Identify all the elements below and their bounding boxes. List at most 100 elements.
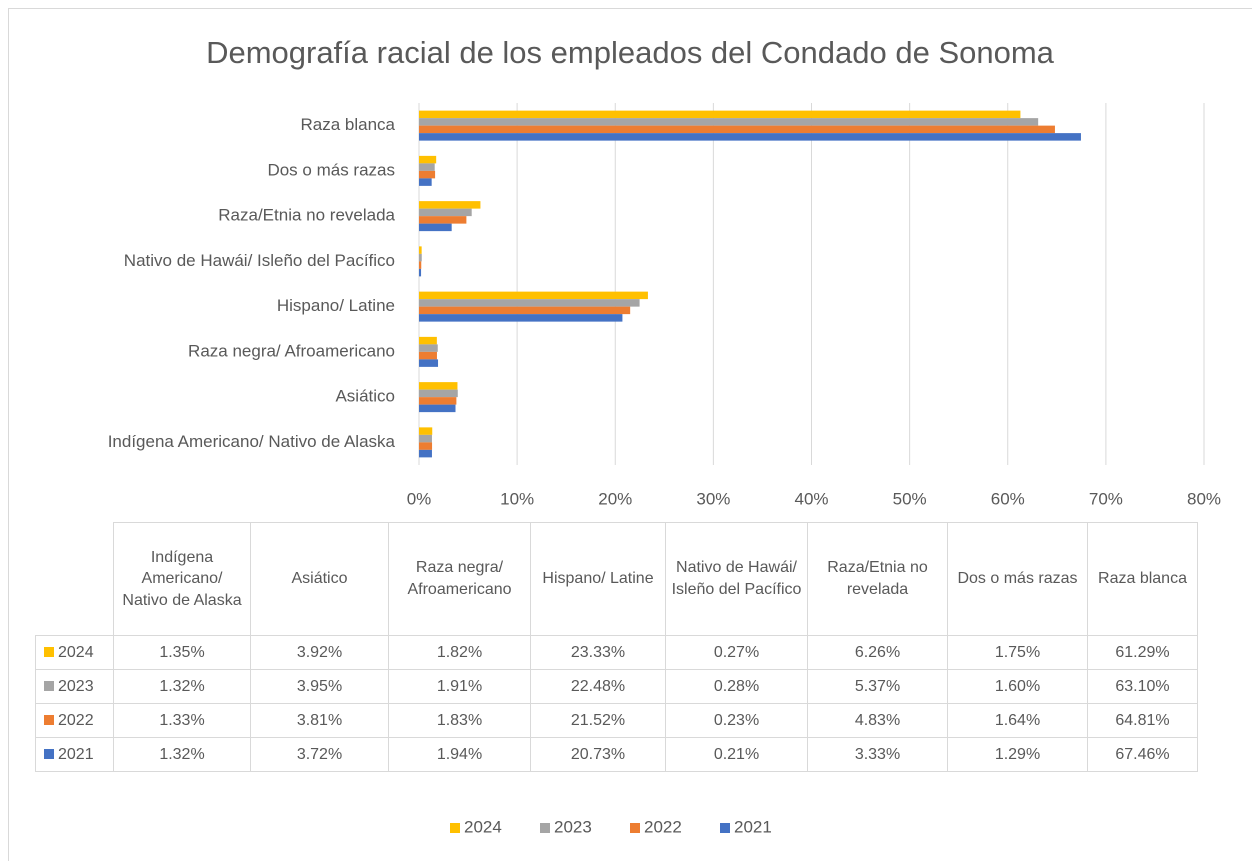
x-tick-label: 20% <box>598 489 632 508</box>
cell: 0.23% <box>665 703 808 738</box>
data-row: 2022 1.33% 3.81% 1.83% 21.52% 0.23% 4.83% 1.64%… <box>35 703 1198 738</box>
legend-label: 2022 <box>644 817 682 836</box>
cell: 1.75% <box>947 635 1088 670</box>
legend-key <box>44 748 54 759</box>
legend-swatch <box>540 823 550 833</box>
cell: 3.72% <box>250 737 389 772</box>
x-tick-label: 80% <box>1187 489 1221 508</box>
bar <box>419 163 435 171</box>
bar <box>419 306 631 315</box>
bar <box>419 434 432 443</box>
legend-key <box>44 646 54 657</box>
bar <box>419 359 439 367</box>
bar <box>419 261 422 269</box>
legend-swatch <box>720 823 730 833</box>
bar <box>419 291 648 300</box>
cell: 0.27% <box>665 635 808 670</box>
y-tick-label: Raza/Etnia no revelada <box>218 206 395 225</box>
bar <box>419 125 1055 134</box>
cell: 1.33% <box>113 703 251 738</box>
cell: 5.37% <box>807 669 948 704</box>
x-tick-label: 40% <box>794 489 828 508</box>
legend-label: 2023 <box>554 817 592 836</box>
x-tick-label: 10% <box>500 489 534 508</box>
cell: 1.82% <box>388 635 531 670</box>
bar <box>419 389 458 398</box>
y-tick-label: Dos o más razas <box>267 160 395 179</box>
header-cell: Nativo de Hawái/ Isleño del Pacífico <box>665 522 808 636</box>
cell: 63.10% <box>1087 669 1198 704</box>
cell: 0.21% <box>665 737 808 772</box>
header-row: Indígena Americano/ Nativo de Alaska Asiá… <box>35 522 1198 636</box>
cell: 22.48% <box>530 669 666 704</box>
cell: 3.33% <box>807 737 948 772</box>
cell: 1.32% <box>113 669 251 704</box>
row-header: 2022 <box>35 703 114 738</box>
bar <box>419 336 437 345</box>
data-row: 2024 1.35% 3.92% 1.82% 23.33% 0.27% 6.26% 1.75%… <box>35 635 1198 670</box>
header-cell: Hispano/ Latine <box>530 522 666 636</box>
cell: 20.73% <box>530 737 666 772</box>
x-tick-label: 0% <box>407 489 432 508</box>
cell: 1.94% <box>388 737 531 772</box>
cell: 3.95% <box>250 669 389 704</box>
bar <box>419 223 452 232</box>
bar <box>419 442 433 450</box>
legend-swatch <box>630 823 640 833</box>
cell: 0.28% <box>665 669 808 704</box>
header-cell: Indígena Americano/ Nativo de Alaska <box>113 522 251 636</box>
legend-swatch <box>450 823 460 833</box>
cell: 21.52% <box>530 703 666 738</box>
bar <box>419 397 457 405</box>
row-header: 2023 <box>35 669 114 704</box>
row-header: 2021 <box>35 737 114 772</box>
cell: 64.81% <box>1087 703 1198 738</box>
row-label: 2021 <box>58 745 94 763</box>
cell: 23.33% <box>530 635 666 670</box>
bar <box>419 155 437 164</box>
legend-key <box>44 680 54 691</box>
bar <box>419 170 436 179</box>
cell: 1.91% <box>388 669 531 704</box>
bar <box>419 268 422 277</box>
y-tick-label: Nativo de Hawái/ Isleño del Pacífico <box>124 251 395 270</box>
bar <box>419 208 472 217</box>
data-table: Indígena Americano/ Nativo de Alaska Asiá… <box>35 522 1198 772</box>
bar <box>419 216 467 224</box>
cell: 67.46% <box>1087 737 1198 772</box>
bar <box>419 404 456 413</box>
cell: 1.60% <box>947 669 1088 704</box>
bar <box>419 118 1039 126</box>
legend-label: 2021 <box>734 817 772 836</box>
cell: 1.32% <box>113 737 251 772</box>
legend-label: 2024 <box>464 817 502 836</box>
bar <box>419 299 640 307</box>
data-row: 2021 1.32% 3.72% 1.94% 20.73% 0.21% 3.33% 1.29%… <box>35 737 1198 772</box>
cell: 3.81% <box>250 703 389 738</box>
bar <box>419 427 433 435</box>
x-tick-label: 50% <box>893 489 927 508</box>
bar <box>419 133 1081 141</box>
header-cell: Raza blanca <box>1087 522 1198 636</box>
y-tick-label: Raza negra/ Afroamericano <box>188 341 395 360</box>
cell: 1.29% <box>947 737 1088 772</box>
y-tick-label: Asiático <box>335 387 395 406</box>
chart-title: Demografía racial de los empleados del C… <box>206 35 1055 70</box>
cell: 4.83% <box>807 703 948 738</box>
header-cell: Dos o más razas <box>947 522 1088 636</box>
cell: 61.29% <box>1087 635 1198 670</box>
row-label: 2023 <box>58 677 94 695</box>
bar <box>419 246 422 254</box>
cell: 3.92% <box>250 635 389 670</box>
cell: 6.26% <box>807 635 948 670</box>
corner-cell <box>35 522 114 636</box>
y-tick-label: Indígena Americano/ Nativo de Alaska <box>108 432 396 451</box>
x-tick-label: 30% <box>696 489 730 508</box>
cell: 1.35% <box>113 635 251 670</box>
bar <box>419 351 437 360</box>
header-cell: Raza/Etnia no revelada <box>807 522 948 636</box>
bar <box>419 178 432 186</box>
cell: 1.64% <box>947 703 1088 738</box>
